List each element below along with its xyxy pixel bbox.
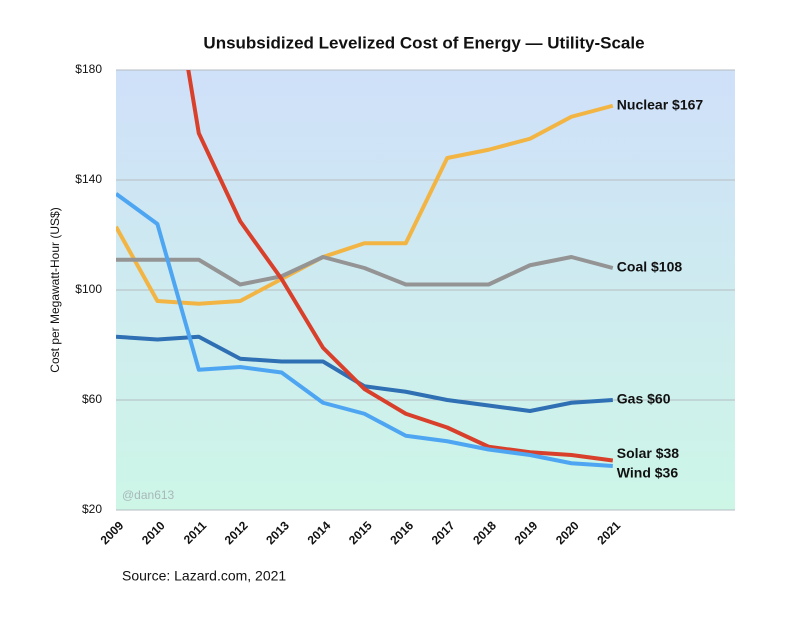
- x-tick-label: 2020: [553, 518, 582, 547]
- x-tick-label: 2016: [387, 518, 416, 547]
- x-tick-label: 2009: [98, 518, 127, 547]
- x-tick-label: 2013: [263, 518, 292, 547]
- x-tick-label: 2018: [470, 518, 499, 547]
- series-label: Solar $38: [617, 445, 679, 461]
- y-tick-label: $60: [82, 392, 102, 406]
- y-tick-label: $140: [75, 172, 102, 186]
- series-label: Wind $36: [617, 465, 679, 481]
- x-tick-label: 2017: [429, 518, 458, 547]
- series-line: [116, 192, 613, 468]
- y-tick-label: $100: [75, 282, 102, 296]
- chart-title: Unsubsidized Levelized Cost of Energy — …: [203, 33, 644, 52]
- y-tick-label: $20: [82, 502, 102, 516]
- x-tick-label: 2011: [181, 518, 210, 547]
- x-tick-label: 2021: [594, 518, 623, 547]
- series-line: [186, 70, 614, 463]
- source-note: Source: Lazard.com, 2021: [122, 568, 286, 584]
- watermark: @dan613: [122, 488, 175, 502]
- series-line: [116, 103, 614, 306]
- series-line: [116, 255, 614, 287]
- x-tick-label: 2019: [512, 518, 541, 547]
- series-label: Nuclear $167: [617, 96, 704, 112]
- x-tick-label: 2015: [346, 518, 375, 547]
- series-label: Gas $60: [617, 391, 671, 407]
- x-tick-label: 2014: [305, 518, 334, 547]
- y-axis-label: Cost per Megawatt-Hour (US$): [48, 207, 62, 372]
- x-tick-label: 2010: [139, 518, 168, 547]
- x-tick-label: 2012: [222, 518, 251, 547]
- series-label: Coal $108: [617, 259, 683, 275]
- y-tick-label: $180: [75, 62, 102, 76]
